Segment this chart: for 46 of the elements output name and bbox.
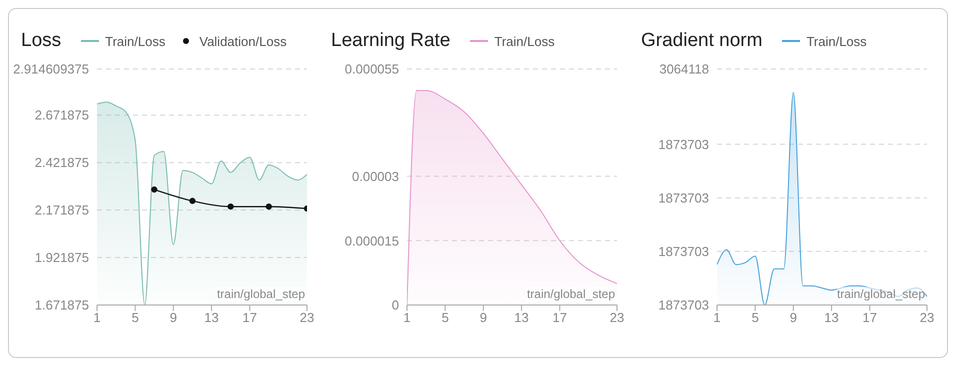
x-tick-label: 23 <box>300 310 314 326</box>
y-tick-label: 0 <box>392 298 399 313</box>
legend-label: Train/Loss <box>805 34 867 48</box>
point <box>266 204 272 210</box>
x-tick-label: 1 <box>403 310 411 326</box>
text: 1873703 <box>658 190 709 206</box>
x-tick-label: 1 <box>93 310 101 326</box>
x-tick-label: 1 <box>713 310 721 326</box>
x-tick-label: 23 <box>920 310 934 326</box>
y-tick-label: 1.921875 <box>34 250 89 266</box>
x-tick-label: 17 <box>242 310 257 326</box>
x-tick-label: 13 <box>824 310 839 326</box>
x-tick-label: 5 <box>132 310 139 326</box>
y-tick-label: 2.671875 <box>34 108 89 123</box>
x-tick-label: 17 <box>862 310 877 326</box>
y-tick-label: 0.000055 <box>344 62 399 77</box>
text: 3064118 <box>659 62 709 77</box>
chart-title: Gradient norm <box>641 30 762 52</box>
x-tick-label: 13 <box>514 310 529 326</box>
x-tick-label: 9 <box>480 310 487 326</box>
point <box>151 186 158 193</box>
legend-label: Validation/Loss <box>198 34 287 48</box>
x-tick-label: 5 <box>752 310 759 326</box>
chart-title: Learning Rate <box>331 30 450 52</box>
y-tick-label: 2.914609375 <box>13 62 89 77</box>
y-tick-label: 2.171875 <box>34 202 89 218</box>
x-tick-label: 17 <box>552 310 567 326</box>
legend-label: Train/Loss <box>493 34 555 48</box>
chart-title: Loss <box>21 30 62 52</box>
text: 1873703 <box>658 298 709 313</box>
point <box>189 198 196 204</box>
legend-label: Train/Loss <box>104 34 166 48</box>
x-tick-label: 23 <box>610 310 624 326</box>
point <box>228 204 234 210</box>
x-axis-title: train/global_step <box>216 287 305 301</box>
y-tick-label: 0.000015 <box>344 233 399 248</box>
x-tick-label: 9 <box>170 310 177 326</box>
x-tick-label: 9 <box>790 310 797 326</box>
text: 1873703 <box>658 244 709 260</box>
x-axis-title: train/global_step <box>526 287 615 301</box>
x-tick-label: 13 <box>204 310 219 326</box>
y-tick-label: 2.421875 <box>34 155 89 170</box>
x-tick-label: 5 <box>442 310 449 326</box>
y-tick-label: 1.671875 <box>34 298 89 313</box>
y-tick-label: 0.00003 <box>352 168 399 184</box>
text: 1873703 <box>658 136 709 152</box>
